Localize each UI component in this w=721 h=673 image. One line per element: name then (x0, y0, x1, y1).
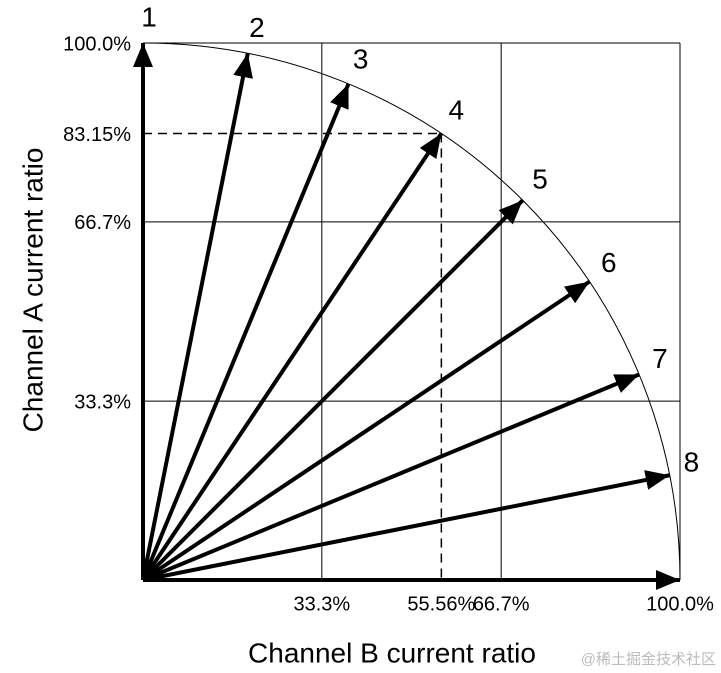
watermark: @稀土掘金技术社区 (581, 651, 716, 668)
y-axis-title: Channel A current ratio (17, 148, 48, 433)
vector-label: 1 (141, 1, 157, 32)
current-vector (141, 52, 253, 581)
current-vector (141, 83, 351, 581)
vector-label: 4 (448, 95, 464, 126)
x-tick-label: 55.56% (407, 593, 475, 615)
y-tick-label: 100.0% (63, 33, 131, 55)
vector-label: 7 (652, 343, 668, 374)
vector-label: 5 (532, 163, 548, 194)
vector-label: 6 (601, 247, 617, 278)
x-tick-label: 100.0% (646, 593, 714, 615)
y-tick-label: 33.3% (74, 391, 131, 413)
vector-label: 2 (249, 12, 265, 43)
x-tick-label: 66.7% (473, 593, 530, 615)
current-vector (141, 132, 444, 582)
y-tick-label: 66.7% (74, 212, 131, 234)
x-tick-label: 33.3% (293, 593, 350, 615)
unit-arc (142, 42, 681, 581)
x-axis-title: Channel B current ratio (248, 637, 536, 668)
current-vector (141, 198, 525, 582)
current-vector (142, 372, 640, 582)
vector-label: 8 (684, 447, 700, 478)
vector-label: 3 (353, 43, 369, 74)
y-tick-label: 83.15% (63, 124, 131, 146)
current-vector (142, 470, 671, 582)
current-vector (141, 279, 591, 582)
